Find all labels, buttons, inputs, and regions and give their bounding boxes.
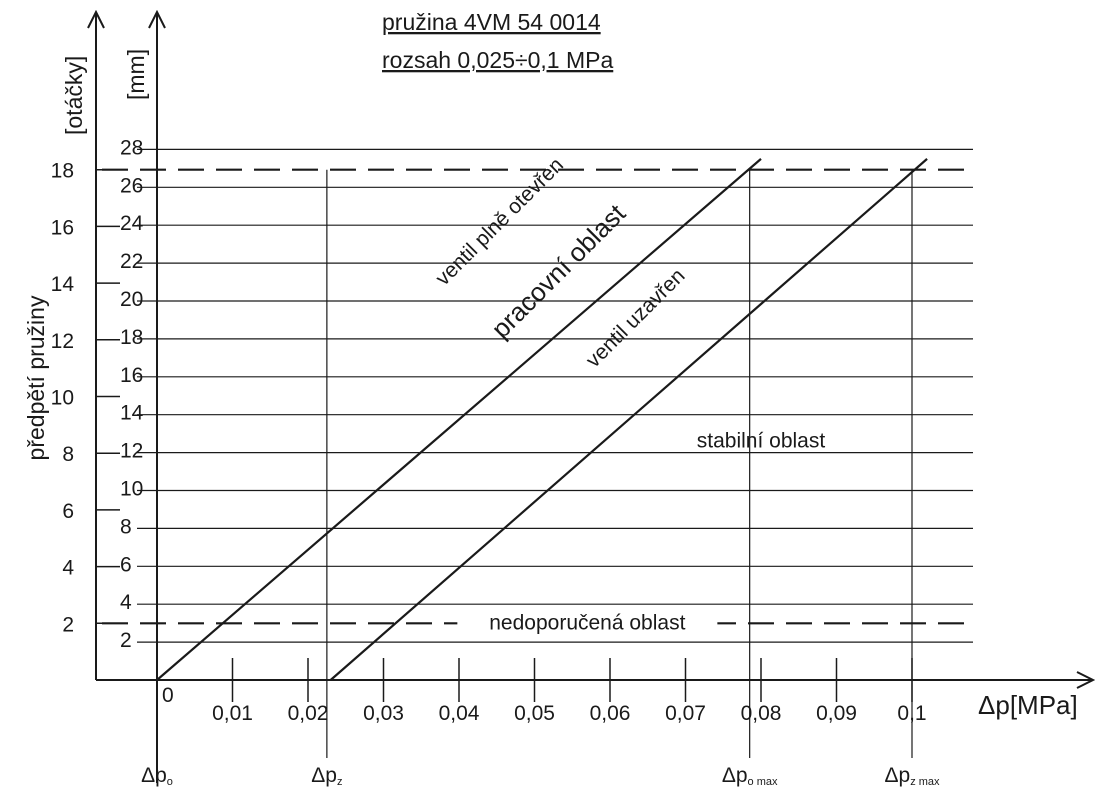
y-otacky-tick-label: 6 [62,500,74,523]
series-line-1 [156,158,762,681]
chart-title-line-2: rozsah 0,025÷0,1 MPa [382,47,613,73]
x-tick-label: 0,09 [816,702,857,725]
x-tick-label: 0,03 [363,702,404,725]
limit-lines [102,168,973,625]
grid-lines [137,148,973,643]
y-mm-tick-label: 22 [120,250,143,273]
dp-markers: Δpo Δpz Δpo max Δpz max [141,169,940,787]
annotation-label: stabilní oblast [697,430,826,453]
x-tick-label: 0,05 [514,702,555,725]
y-mm-tick-label: 18 [120,326,143,349]
x-tick-label: 0,08 [741,702,782,725]
y-mm-tick-label: 8 [120,515,132,538]
y-otacky-tick-label: 4 [62,557,74,580]
series-lines [156,158,928,681]
y-otacky-tick-label: 12 [51,330,74,353]
y-mm-unit: [mm] [123,49,149,100]
y-otacky-tick-label: 14 [51,273,75,296]
x-tick-label: 0,04 [439,702,480,725]
y-otacky-tick-label: 10 [51,387,74,410]
y-otacky-tick-label: 8 [62,443,74,466]
annotation-label: ventil uzavřen [582,264,690,372]
x-tick-label: 0,06 [590,702,631,725]
y-axis-title: předpětí pružiny [23,295,49,460]
y-mm-tick-label: 12 [120,440,143,463]
dp-marker-label: Δpo max [722,764,778,787]
axes [96,12,1093,783]
y-mm-tick-label: 20 [120,288,143,311]
y-otacky-tick-label: 16 [51,216,74,239]
y-mm-tick-label: 10 [120,478,143,501]
dp-marker-label: Δpo [141,764,173,787]
chart-title-line-1: pružina 4VM 54 0014 [382,9,601,35]
y-mm-tick-label: 24 [120,212,144,235]
y-otacky-unit: [otáčky] [61,56,87,135]
ticks: 246810121416182022242628246810121416180,… [51,136,927,725]
x-tick-label: 0,02 [288,702,329,725]
y-mm-tick-label: 16 [120,364,143,387]
dp-marker-label: Δpz max [884,764,940,787]
x-tick-label: 0,01 [212,702,253,725]
x-axis-title: Δp[MPa] [978,690,1078,720]
y-mm-tick-label: 26 [120,174,143,197]
annotation-label: nedoporučená oblast [489,612,685,635]
y-mm-tick-label: 4 [120,591,132,614]
series-line-2 [329,158,928,681]
y-otacky-tick-label: 18 [51,160,74,183]
y-mm-tick-label: 2 [120,629,132,652]
x-origin-label: 0 [162,684,174,707]
y-mm-tick-label: 14 [120,402,144,425]
x-tick-label: 0,07 [665,702,706,725]
annotation-label-bg [457,609,718,636]
y-mm-tick-label: 6 [120,553,132,576]
dp-marker-label: Δpz [311,764,342,787]
y-otacky-tick-label: 2 [62,613,74,636]
y-mm-tick-label: 28 [120,136,143,159]
